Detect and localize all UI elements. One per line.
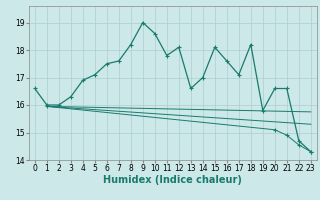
X-axis label: Humidex (Indice chaleur): Humidex (Indice chaleur) xyxy=(103,175,242,185)
